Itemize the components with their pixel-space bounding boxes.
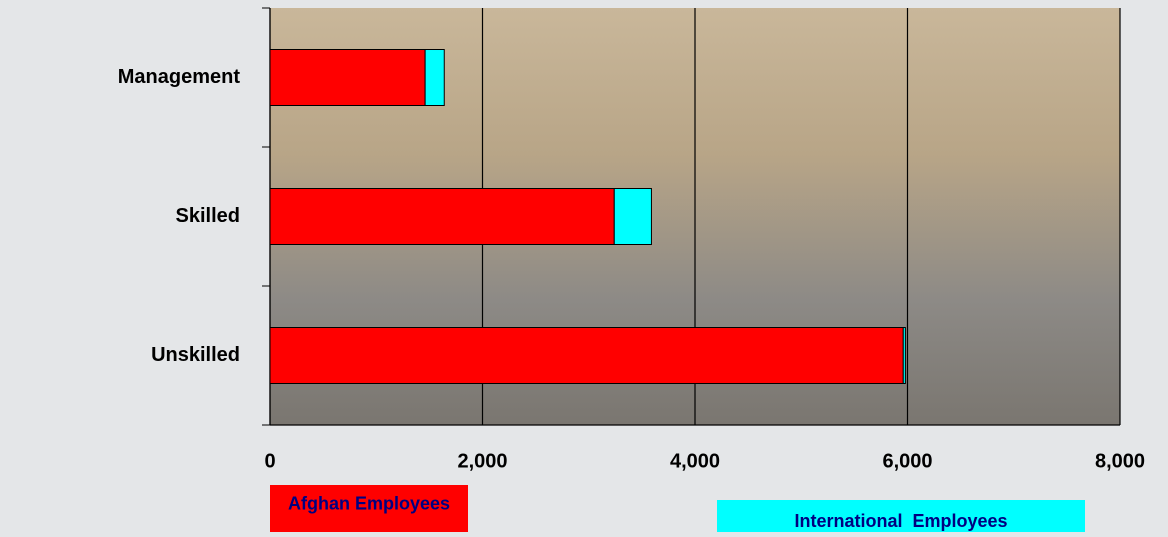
bar-segment — [270, 328, 903, 384]
legend-label: International Employees — [794, 511, 1007, 531]
bar-segment — [425, 50, 444, 106]
y-tick-label: Skilled — [176, 205, 240, 227]
x-tick-label: 6,000 — [882, 450, 932, 472]
bar-segment — [270, 50, 425, 106]
x-tick-label: 8,000 — [1095, 450, 1145, 472]
chart: 0 2,000 4,000 6,000 8,000 Management Skilled Un… — [0, 0, 1168, 532]
y-tick-label: Management — [118, 66, 241, 88]
x-tick-label: 2,000 — [457, 450, 507, 472]
bar-segment — [270, 189, 614, 245]
x-tick-label: 0 — [264, 450, 275, 472]
legend-label: Afghan Employees — [288, 493, 450, 513]
bar-segment — [614, 189, 651, 245]
x-tick-label: 4,000 — [670, 450, 720, 472]
bar-segment — [903, 328, 905, 384]
page: {"chart_data": {"type": "stacked-bar-hor… — [0, 0, 1168, 532]
y-tick-label: Unskilled — [151, 344, 240, 366]
